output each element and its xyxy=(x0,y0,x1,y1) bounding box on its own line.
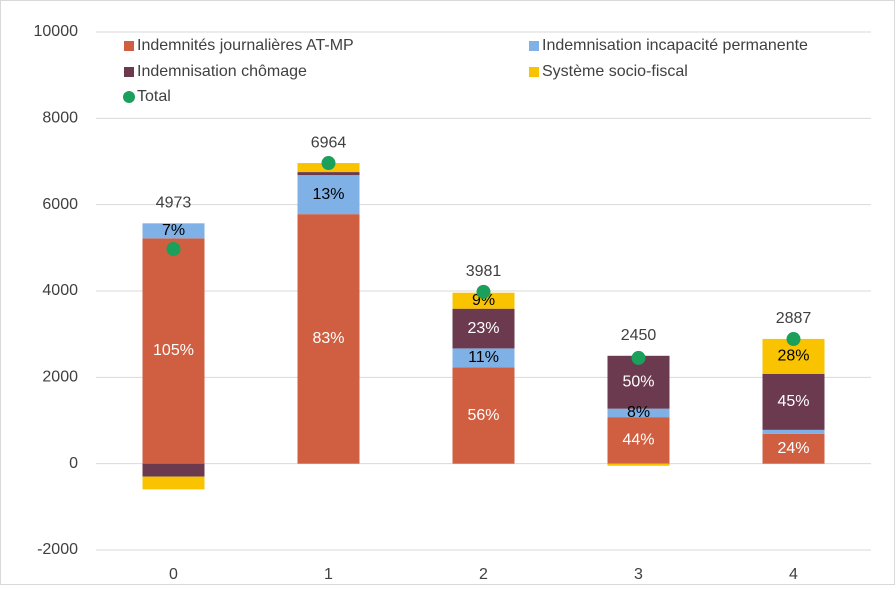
bar-segment xyxy=(762,433,825,464)
legend-label: Indemnisation chômage xyxy=(137,63,307,80)
bar-segment xyxy=(452,292,515,309)
bar-segment xyxy=(452,308,515,349)
bar-segment xyxy=(452,367,515,464)
x-tick-label: 0 xyxy=(169,566,178,583)
legend-swatch xyxy=(123,91,135,103)
y-tick-label: 4000 xyxy=(42,282,78,299)
y-tick-label: 8000 xyxy=(42,110,78,127)
value-label: 9% xyxy=(472,292,495,309)
bar-segment xyxy=(297,214,360,464)
total-dot xyxy=(786,332,801,347)
x-tick-label: 3 xyxy=(634,566,643,583)
y-tick-label: 2000 xyxy=(42,369,78,386)
value-label: 11% xyxy=(468,349,499,366)
total-label: 3981 xyxy=(466,263,502,280)
bar-segment xyxy=(297,172,360,176)
value-label: 23% xyxy=(467,320,499,337)
total-dot xyxy=(321,156,336,171)
y-tick-label: 10000 xyxy=(34,23,79,40)
bar-segment xyxy=(452,348,515,368)
total-label: 4973 xyxy=(156,195,192,212)
legend-label: Indemnisation incapacité permanente xyxy=(542,37,808,54)
x-tick-label: 2 xyxy=(479,566,488,583)
bar-segment xyxy=(762,429,825,434)
value-label: 56% xyxy=(467,407,499,424)
value-label: 7% xyxy=(162,222,185,239)
legend-label: Système socio-fiscal xyxy=(542,63,688,80)
bar-segment xyxy=(607,417,670,464)
legend-swatch xyxy=(124,41,134,51)
bar-segment xyxy=(607,463,670,466)
value-label: 28% xyxy=(777,348,809,365)
y-tick-label: 0 xyxy=(69,455,78,472)
total-label: 2450 xyxy=(621,327,657,344)
legend-swatch xyxy=(124,67,134,77)
total-label: 6964 xyxy=(311,134,347,151)
bar-segment xyxy=(607,408,670,418)
value-label: 24% xyxy=(777,440,809,457)
value-label: 8% xyxy=(627,404,650,421)
total-dot xyxy=(166,241,181,256)
legend-swatch xyxy=(529,67,539,77)
x-tick-label: 1 xyxy=(324,566,333,583)
bar-segment xyxy=(142,476,205,490)
value-label: 83% xyxy=(312,330,344,347)
value-label: 50% xyxy=(622,373,654,390)
total-dot xyxy=(631,350,646,365)
value-label: 45% xyxy=(777,393,809,410)
legend-label: Total xyxy=(137,88,171,105)
bar-segment xyxy=(142,463,205,477)
value-label: 105% xyxy=(153,342,194,359)
bar-segment xyxy=(142,223,205,239)
x-tick-label: 4 xyxy=(789,566,798,583)
legend-swatch xyxy=(529,41,539,51)
value-label: 13% xyxy=(312,186,344,203)
total-label: 2887 xyxy=(776,310,812,327)
bar-segment xyxy=(762,373,825,430)
bar-segment xyxy=(142,238,205,464)
bar-segment xyxy=(297,175,360,215)
y-tick-label: -2000 xyxy=(37,541,78,558)
legend-label: Indemnités journalières AT-MP xyxy=(137,37,354,54)
value-label: 44% xyxy=(622,432,654,449)
y-tick-label: 6000 xyxy=(42,196,78,213)
total-dot xyxy=(476,284,491,299)
